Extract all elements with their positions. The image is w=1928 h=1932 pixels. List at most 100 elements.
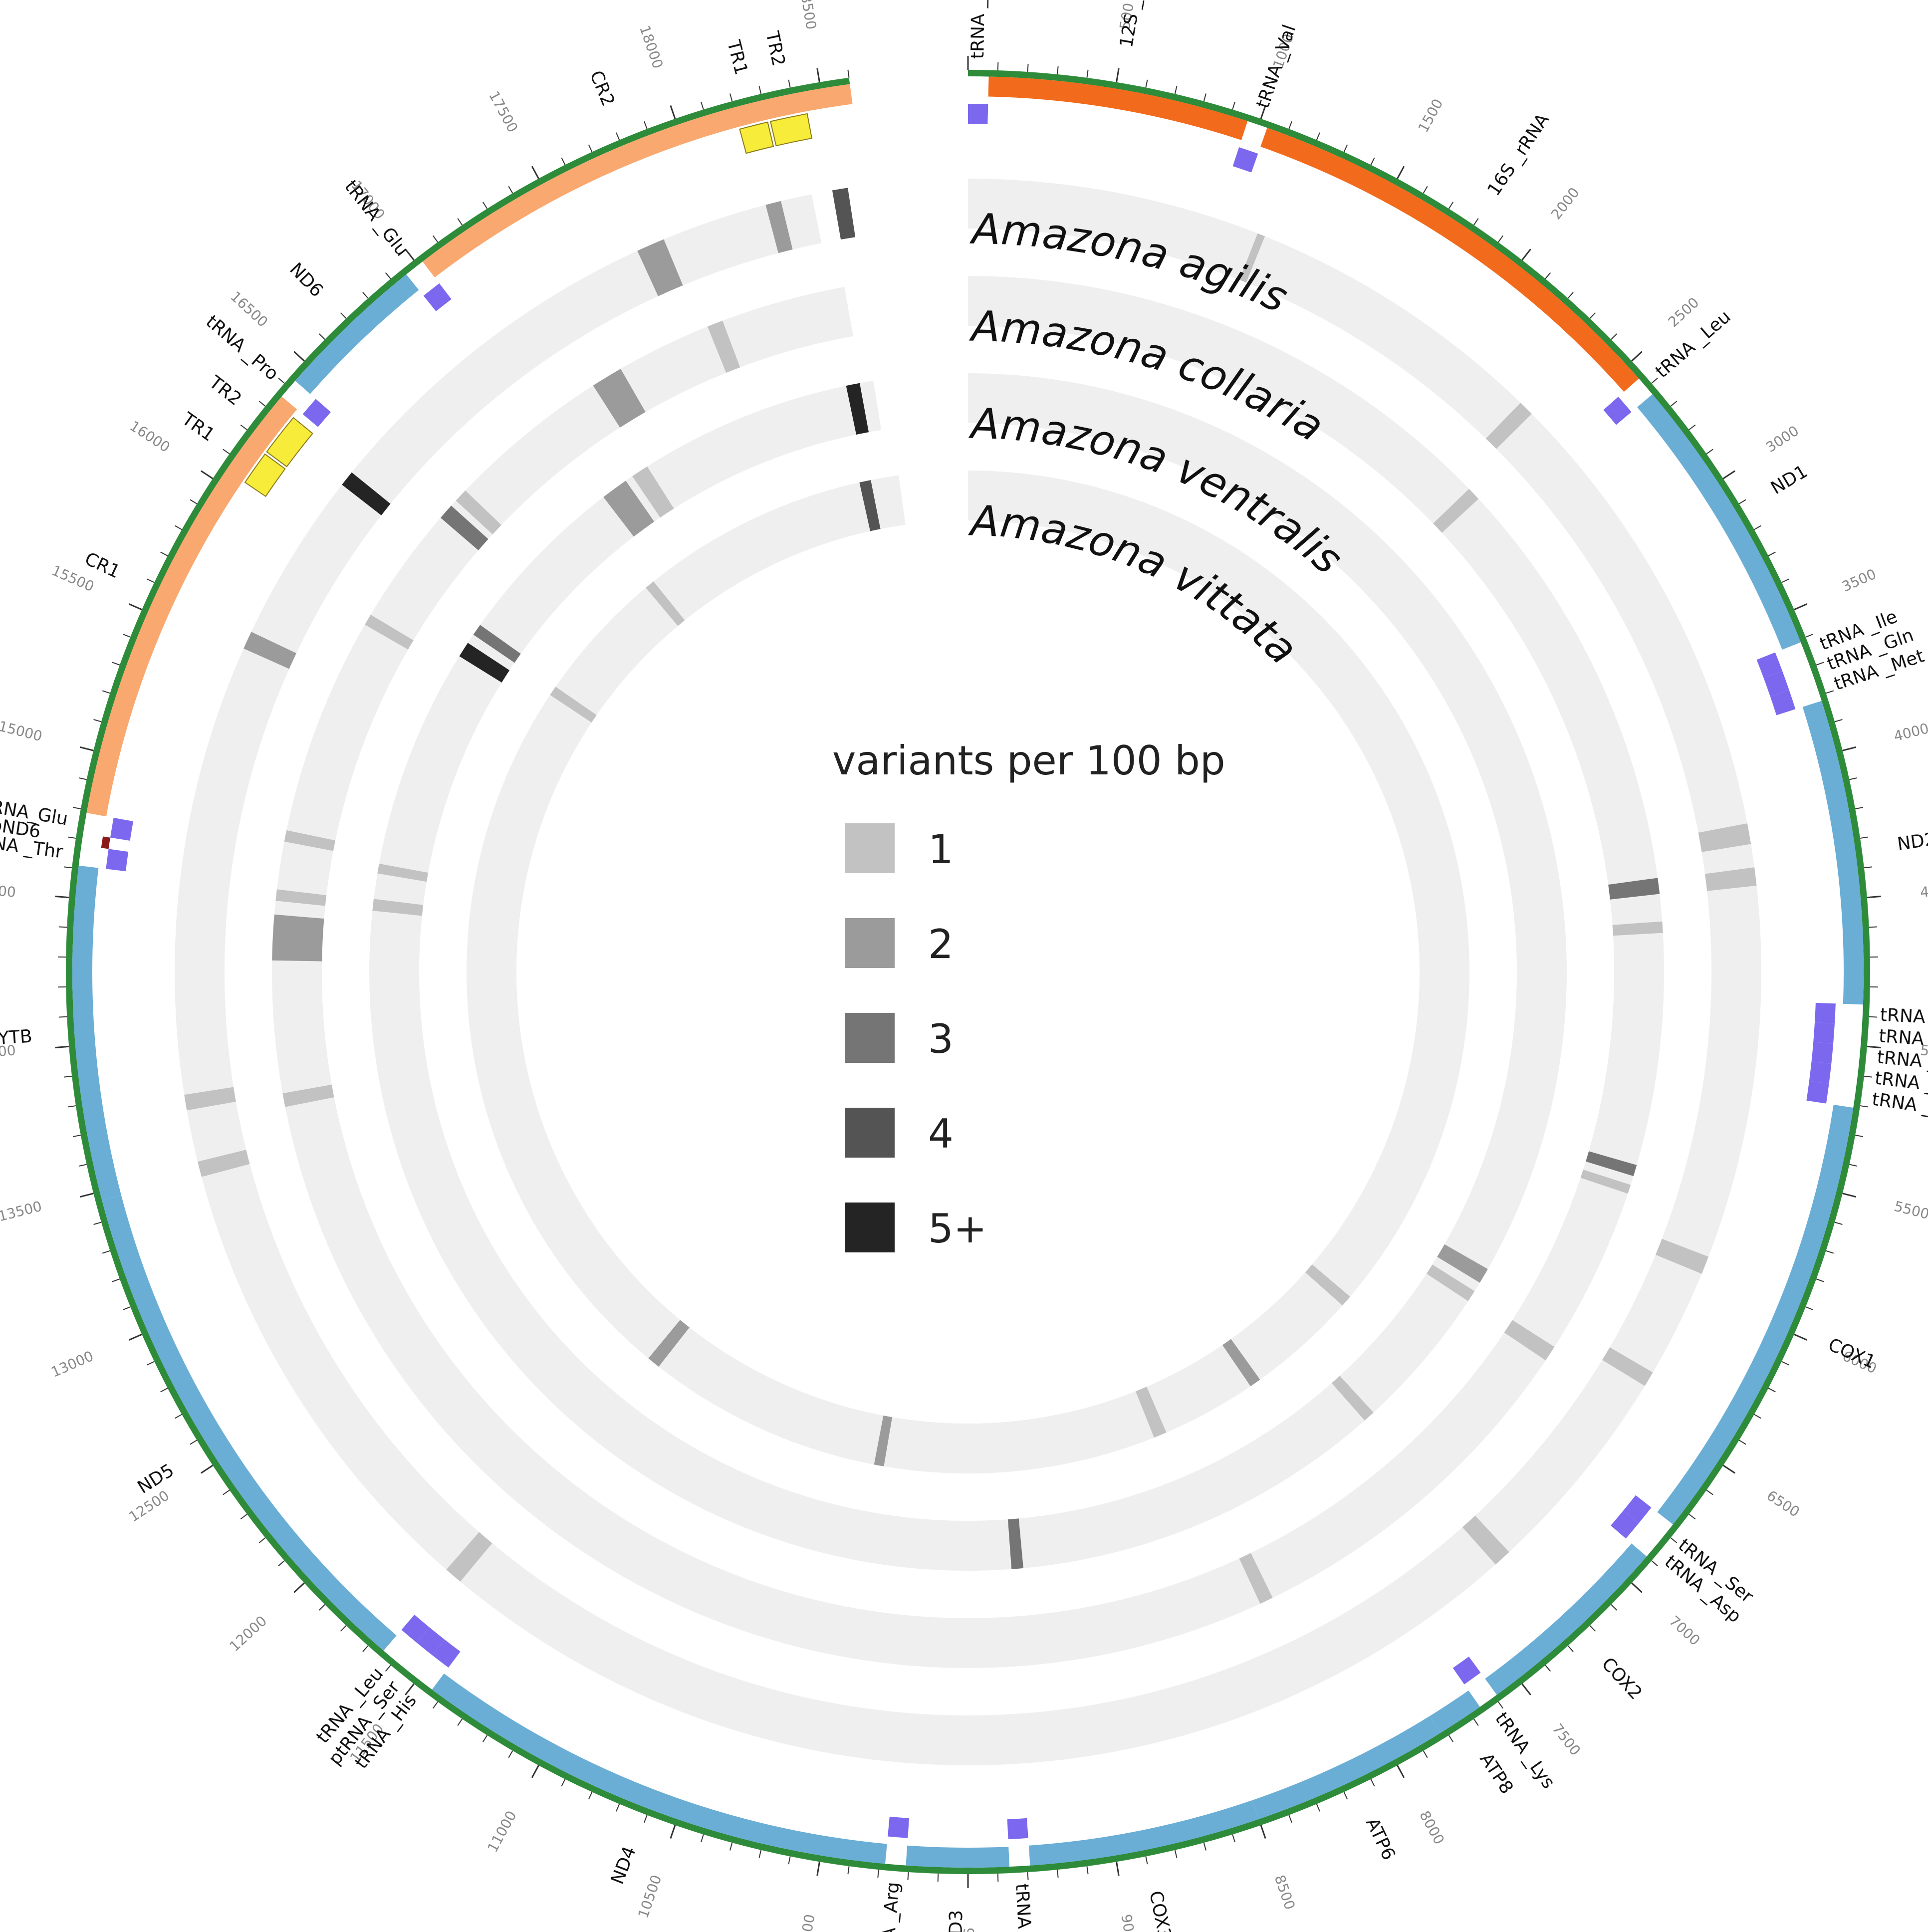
minor-tick: [1232, 101, 1235, 110]
minor-tick: [258, 1537, 266, 1543]
tick-label: 13500: [0, 1198, 43, 1225]
variant-block: [272, 914, 324, 962]
gene-label: tRNA _Val: [1253, 22, 1300, 111]
minor-tick: [1805, 1306, 1814, 1310]
gene-segment: [244, 453, 286, 497]
variant-block: [1586, 1151, 1637, 1177]
trna-marker: [1603, 397, 1632, 425]
gene-segment: [422, 84, 853, 277]
track-background: [467, 471, 1470, 1473]
major-tick: [670, 1825, 676, 1839]
minor-tick: [1174, 1850, 1178, 1858]
legend-swatch: [845, 918, 895, 968]
variant-block: [632, 466, 674, 518]
variant-block: [1612, 921, 1663, 936]
trna-marker: [1806, 1081, 1829, 1104]
minor-tick: [1288, 121, 1292, 129]
tick-label: 4500: [1920, 881, 1928, 901]
major-tick: [1521, 1683, 1531, 1695]
tick-label: 10000: [794, 1913, 818, 1932]
minor-tick: [1768, 551, 1776, 556]
trna-marker: [1811, 1042, 1834, 1064]
minor-tick: [278, 377, 285, 384]
variant-block: [1608, 878, 1660, 900]
gene-label: tRNA _Arg: [876, 1881, 904, 1932]
gene-segment: [101, 836, 110, 849]
variant-block: [377, 863, 429, 882]
minor-tick: [1781, 1361, 1789, 1366]
minor-tick: [729, 1842, 733, 1851]
minor-tick: [588, 1792, 593, 1800]
major-tick: [816, 1862, 820, 1876]
minor-tick: [561, 157, 566, 165]
gene-segment: [739, 121, 774, 154]
variant-block: [603, 481, 655, 537]
trna-marker: [1763, 671, 1789, 697]
variant-block: [198, 1150, 250, 1177]
major-tick: [293, 351, 305, 362]
minor-tick: [1860, 836, 1868, 839]
gene-label: ND4: [607, 1844, 640, 1887]
trna-marker: [1770, 690, 1796, 716]
variant-block: [459, 643, 510, 683]
minor-tick: [482, 202, 488, 209]
tick-label: 13000: [48, 1348, 96, 1381]
tick-label: 7500: [1549, 1720, 1584, 1759]
minor-tick: [147, 578, 155, 583]
tick-label: 18500: [796, 0, 819, 31]
major-tick: [1631, 1582, 1643, 1593]
minor-tick: [1864, 1075, 1872, 1078]
gene-label: tRNA _Glu: [340, 177, 412, 260]
major-tick: [55, 1045, 69, 1049]
tick-label: 9000: [1118, 1913, 1140, 1932]
trna-marker: [968, 104, 988, 124]
variant-block: [1602, 1347, 1653, 1386]
variant-block: [342, 472, 391, 515]
tick-label: 17500: [485, 88, 521, 135]
major-tick: [1842, 746, 1857, 751]
minor-tick: [1473, 218, 1479, 226]
legend-item-label: 3: [928, 1016, 954, 1062]
minor-tick: [1343, 144, 1348, 152]
minor-tick: [1611, 1604, 1618, 1611]
major-tick: [1631, 351, 1643, 362]
gene-segment: [1430, 1690, 1480, 1733]
gene-label: CR2: [586, 68, 619, 109]
variant-block: [1580, 1170, 1631, 1194]
minor-tick: [1834, 1221, 1843, 1225]
minor-tick: [433, 235, 439, 242]
gene-segment: [432, 1674, 887, 1864]
major-tick: [1397, 1765, 1405, 1778]
legend-swatch: [845, 1203, 895, 1252]
minor-tick: [847, 69, 850, 78]
minor-tick: [68, 836, 76, 839]
trna-marker: [1007, 1818, 1028, 1840]
trna-marker: [1756, 652, 1783, 678]
minor-tick: [701, 1834, 704, 1843]
minor-tick: [1343, 1792, 1348, 1800]
minor-tick: [68, 1105, 76, 1108]
minor-tick: [64, 1075, 72, 1078]
variant-block: [1704, 867, 1757, 891]
minor-tick: [1288, 1815, 1292, 1823]
track-background: [369, 373, 1567, 1571]
trna-marker: [401, 1615, 430, 1643]
minor-tick: [278, 1560, 285, 1567]
legend-swatch: [845, 1013, 895, 1063]
minor-tick: [457, 1718, 463, 1726]
major-tick: [129, 603, 142, 611]
variant-block: [1504, 1320, 1555, 1361]
minor-tick: [1670, 401, 1678, 407]
minor-tick: [616, 132, 620, 140]
minor-tick: [788, 1856, 791, 1865]
variant-block: [1698, 823, 1751, 852]
trna-marker: [110, 817, 134, 841]
minor-tick: [93, 1221, 102, 1225]
major-tick: [1722, 1464, 1735, 1474]
minor-tick: [240, 1513, 247, 1520]
minor-tick: [729, 93, 733, 102]
minor-tick: [72, 1135, 81, 1137]
minor-tick: [758, 1850, 762, 1858]
variant-block: [874, 1415, 893, 1466]
variant-block: [859, 480, 881, 531]
